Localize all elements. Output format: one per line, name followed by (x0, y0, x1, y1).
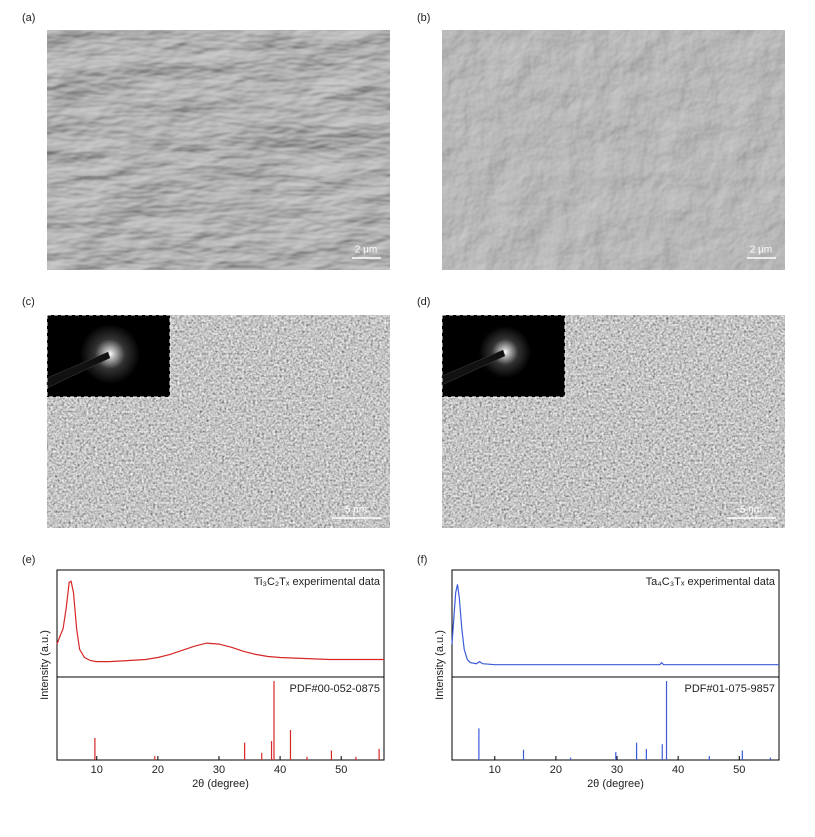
x-tick-label: 20 (152, 764, 164, 776)
scale-bar-label: 2 μm (355, 245, 377, 256)
sem-image (47, 30, 390, 270)
panel-label: (b) (417, 12, 430, 24)
panel-label: (f) (417, 554, 427, 566)
experimental-line (451, 584, 779, 666)
experimental-line (56, 580, 384, 663)
saed-inset (441, 314, 566, 398)
reference-label: PDF#01-075-9857 (684, 683, 775, 695)
x-axis-label: 2θ (degree) (192, 778, 249, 790)
scale-bar-label: 5 nm (345, 505, 367, 516)
y-axis-label: Intensity (a.u.) (434, 630, 446, 700)
x-tick-label: 50 (335, 764, 347, 776)
series-label: Ta₄C₃Tₓ experimental data (646, 576, 776, 588)
reference-label: PDF#00-052-0875 (289, 683, 380, 695)
x-tick-label: 40 (274, 764, 286, 776)
x-tick-label: 50 (733, 764, 745, 776)
panel-label: (c) (22, 296, 35, 308)
x-tick-label: 10 (91, 764, 103, 776)
x-axis-label: 2θ (degree) (587, 778, 644, 790)
x-tick-label: 20 (550, 764, 562, 776)
scale-bar-label: 5 nm (740, 505, 762, 516)
x-tick-label: 30 (611, 764, 623, 776)
series-label: Ti₃C₂Tₓ experimental data (254, 576, 381, 588)
plot-frame (56, 569, 385, 761)
scale-bar-label: 2 μm (750, 245, 772, 256)
panel-label: (d) (417, 296, 430, 308)
x-tick-label: 10 (489, 764, 501, 776)
saed-inset (46, 314, 171, 398)
x-tick-label: 30 (213, 764, 225, 776)
panel-label: (e) (22, 554, 35, 566)
x-tick-label: 40 (672, 764, 684, 776)
panel-label: (a) (22, 12, 35, 24)
sem-image (442, 30, 785, 270)
y-axis-label: Intensity (a.u.) (39, 630, 51, 700)
